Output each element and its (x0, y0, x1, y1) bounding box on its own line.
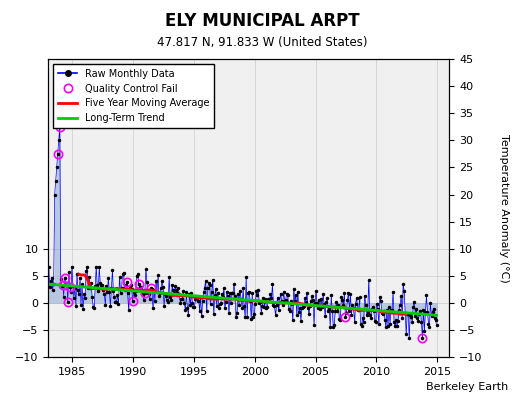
Text: 47.817 N, 91.833 W (United States): 47.817 N, 91.833 W (United States) (157, 36, 367, 49)
Legend: Raw Monthly Data, Quality Control Fail, Five Year Moving Average, Long-Term Tren: Raw Monthly Data, Quality Control Fail, … (53, 64, 214, 128)
Text: ELY MUNICIPAL ARPT: ELY MUNICIPAL ARPT (165, 12, 359, 30)
Y-axis label: Temperature Anomaly (°C): Temperature Anomaly (°C) (499, 134, 509, 282)
Text: Berkeley Earth: Berkeley Earth (426, 382, 508, 392)
